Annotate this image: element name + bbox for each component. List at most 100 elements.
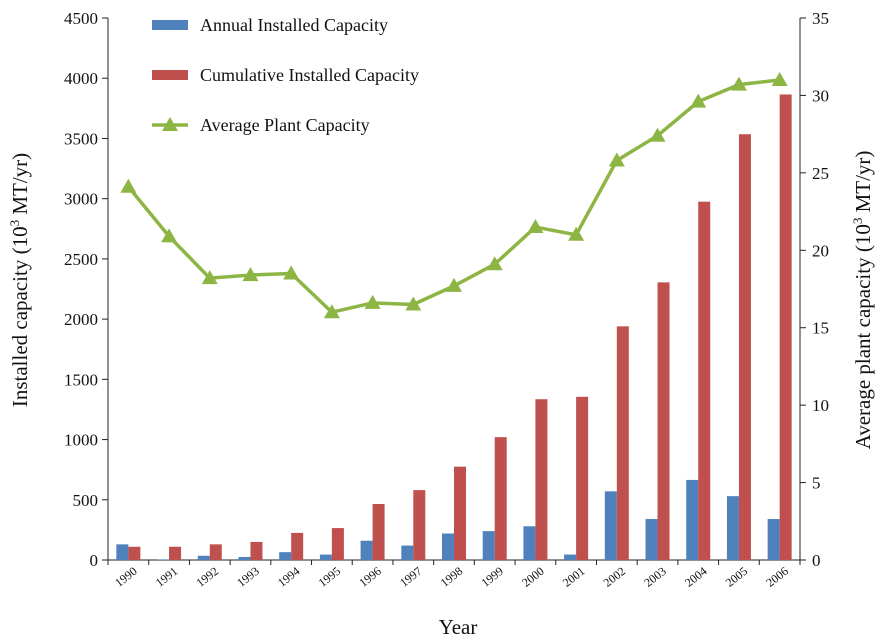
y2-tick-label: 30 [812, 86, 829, 105]
y-tick-label: 2000 [64, 310, 98, 329]
y2-tick-label: 15 [812, 319, 829, 338]
bar-cumulative [779, 94, 792, 560]
y2-axis-title-sup: 3 [850, 218, 865, 225]
bar-annual [442, 533, 454, 560]
bar-annual [726, 496, 739, 560]
bar-cumulative [494, 437, 507, 560]
average-point [527, 219, 544, 234]
bar-annual [157, 559, 170, 560]
average-point [242, 267, 259, 282]
y2-tick-label: 35 [812, 9, 829, 28]
bar-cumulative [698, 201, 711, 560]
y-axis-title-sup: 3 [7, 220, 22, 227]
bar-annual [401, 545, 414, 560]
average-point [364, 294, 381, 309]
x-tick-label: 1990 [112, 564, 140, 590]
x-tick-label: 1996 [356, 564, 384, 590]
bar-annual [482, 531, 495, 560]
x-tick-label: 1995 [316, 564, 344, 590]
y-tick-label: 1500 [64, 370, 98, 389]
average-point [323, 304, 340, 319]
bar-annual [319, 554, 332, 560]
average-point [690, 93, 707, 108]
x-tick-label: 1999 [478, 564, 506, 590]
legend-label: Cumulative Installed Capacity [200, 65, 419, 85]
x-tick-label: 2001 [560, 564, 588, 590]
average-point [608, 152, 625, 167]
y2-tick-label: 0 [812, 551, 821, 570]
average-point [120, 178, 137, 193]
bar-cumulative [413, 490, 426, 560]
x-tick-label: 2000 [519, 564, 547, 590]
bar-annual [523, 526, 536, 560]
bar-cumulative [128, 546, 141, 560]
y-tick-label: 4000 [64, 69, 98, 88]
average-point [283, 265, 300, 280]
bar-cumulative [209, 544, 222, 560]
bar-annual [197, 555, 210, 560]
y-axis-title: Installed capacity (103 MT/yr) [7, 153, 32, 407]
y-tick-label: 2500 [64, 250, 98, 269]
y2-tick-label: 10 [812, 396, 829, 415]
average-point [568, 226, 585, 241]
x-tick-label: 2004 [682, 564, 710, 590]
x-tick-label: 1994 [275, 564, 303, 590]
average-point [405, 296, 422, 311]
bar-cumulative [454, 466, 466, 560]
y-tick-label: 3500 [64, 129, 98, 148]
bar-annual [767, 519, 780, 560]
bar-annual [360, 540, 373, 560]
x-axis-title: Year [439, 615, 478, 639]
y2-tick-label: 5 [812, 474, 821, 493]
x-tick-label: 1997 [397, 564, 425, 590]
x-tick-label: 2002 [601, 564, 629, 590]
x-tick-label: 1993 [234, 564, 262, 590]
bar-cumulative [372, 503, 385, 560]
y-tick-label: 4500 [64, 9, 98, 28]
average-point [649, 127, 666, 142]
bar-cumulative [250, 541, 263, 560]
y2-axis-title-base: Average plant capacity (10 [851, 224, 875, 449]
legend-marker [162, 117, 178, 131]
x-tick-label: 2006 [763, 564, 791, 590]
x-tick-label: 1991 [153, 564, 181, 590]
average-line [120, 71, 788, 319]
average-point [771, 71, 788, 86]
y2-tick-label: 20 [812, 241, 829, 260]
x-tick-label: 2003 [641, 564, 669, 590]
bar-cumulative [738, 134, 751, 560]
bar-annual [686, 479, 699, 560]
y-tick-label: 1000 [64, 431, 98, 450]
y-tick-label: 3000 [64, 190, 98, 209]
bar-annual [604, 491, 617, 560]
average-point [161, 228, 178, 243]
bar-cumulative [331, 528, 344, 560]
bar-cumulative [291, 532, 304, 560]
y-axis-title-base: Installed capacity (10 [8, 226, 32, 407]
bars [116, 94, 792, 560]
bar-cumulative [657, 282, 670, 560]
average-point [201, 270, 218, 285]
bar-cumulative [616, 326, 629, 560]
y2-axis-title: Average plant capacity (103 MT/yr) [850, 151, 875, 450]
bar-annual [645, 519, 658, 560]
bar-cumulative [576, 396, 589, 560]
average-point [486, 256, 503, 271]
legend-swatch [152, 70, 188, 80]
legend: Annual Installed Capacity Cumulative Inst… [152, 15, 419, 135]
axis-titles: Year Installed capacity (103 MT/yr)Avera… [7, 151, 875, 639]
y-tick-label: 500 [73, 491, 99, 510]
y2-tick-label: 25 [812, 164, 829, 183]
x-tick-label: 2005 [723, 564, 751, 590]
average-point [446, 277, 462, 292]
bar-cumulative [169, 546, 182, 560]
y-axis-title-rest: MT/yr) [8, 153, 32, 220]
bar-annual [116, 544, 129, 560]
bar-cumulative [535, 399, 548, 560]
y-tick-label: 0 [90, 551, 99, 570]
average-point [730, 76, 747, 91]
legend-label: Annual Installed Capacity [200, 15, 388, 35]
x-tick-label: 1992 [194, 564, 222, 590]
legend-label: Average Plant Capacity [200, 115, 370, 135]
